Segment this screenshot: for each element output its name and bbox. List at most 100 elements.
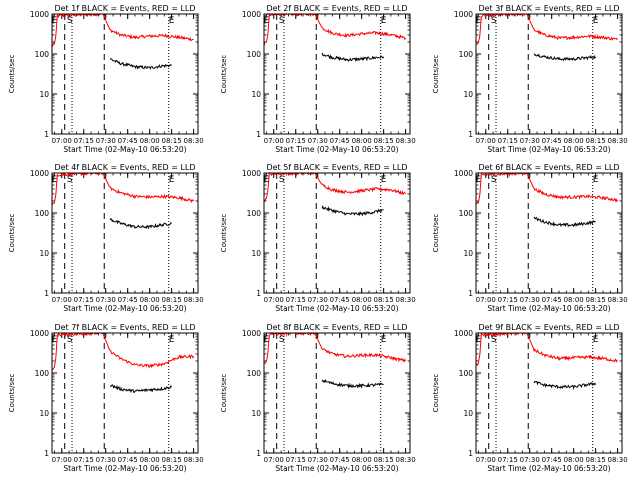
panel-title: Det 7f BLACK = Events, RED = LLD: [54, 323, 195, 332]
x-tick-label: 07:30: [520, 296, 540, 304]
x-tick-label: 08:30: [608, 456, 628, 464]
x-tick-label: 07:30: [308, 137, 328, 145]
x-tick-label: 08:30: [396, 456, 416, 464]
y-tick-label: 1000: [242, 329, 261, 338]
marker-label-e-end: E: [169, 16, 175, 26]
x-tick-label: 07:30: [96, 296, 116, 304]
x-tick-label: 08:30: [396, 137, 416, 145]
series-line-events: [321, 378, 384, 389]
series-line-lld: [264, 14, 407, 47]
x-tick-label: 08:00: [352, 456, 372, 464]
x-tick-label: 08:30: [396, 296, 416, 304]
series-line-events: [321, 52, 385, 62]
series-group: [264, 14, 407, 62]
x-tick-label: 08:30: [184, 296, 204, 304]
x-tick-label: 08:15: [374, 456, 394, 464]
x-tick-label: 07:15: [498, 456, 518, 464]
y-axis-label: Counts/sec: [432, 214, 440, 253]
y-tick-label: 10: [251, 409, 261, 418]
marker-label-e-start: E: [52, 175, 58, 185]
series-line-lld: [264, 333, 407, 367]
x-tick-label: 08:15: [162, 296, 182, 304]
x-axis-label: Start Time (02-May-10 06:53:20): [275, 304, 398, 313]
marker-label-s: S: [491, 16, 497, 26]
x-tick-label: 07:45: [542, 456, 562, 464]
marker-label-e-start: E: [264, 335, 270, 345]
x-tick-label: 08:15: [374, 137, 394, 145]
y-tick-label: 10: [39, 409, 49, 418]
series-group: [264, 333, 407, 389]
marker-label-s: S: [279, 175, 285, 185]
series-line-events: [321, 204, 384, 217]
panel-frame: [51, 172, 199, 294]
series-line-lld: [476, 14, 618, 46]
marker-label-s: S: [491, 175, 497, 185]
panel-title: Det 4f BLACK = Events, RED = LLD: [54, 163, 195, 172]
series-line-events: [109, 58, 172, 70]
panel-frame: [51, 332, 199, 454]
panel-3: Det 3f BLACK = Events, RED = LLD Counts/s…: [432, 4, 628, 154]
x-tick-label: 08:00: [140, 296, 160, 304]
x-tick-label: 07:45: [118, 137, 138, 145]
y-tick-label: 10: [463, 90, 473, 99]
x-tick-label: 07:45: [118, 296, 138, 304]
panel-frame: [263, 13, 411, 135]
x-tick-label: 08:00: [564, 456, 584, 464]
x-tick-label: 08:15: [162, 137, 182, 145]
series-line-lld: [52, 333, 195, 372]
marker-label-e-end: E: [593, 16, 599, 26]
x-tick-label: 07:30: [96, 137, 116, 145]
y-tick-label: 10: [463, 249, 473, 258]
x-tick-label: 08:15: [586, 296, 606, 304]
marker-label-e-end: E: [381, 16, 387, 26]
marker-label-e-end: E: [381, 175, 387, 185]
x-tick-label: 07:00: [52, 456, 72, 464]
x-axis-label: Start Time (02-May-10 06:53:20): [63, 304, 186, 313]
series-line-lld: [52, 173, 195, 206]
x-tick-label: 07:15: [498, 296, 518, 304]
panel-frame: [263, 332, 411, 454]
y-axis-label: Counts/sec: [8, 214, 16, 253]
x-tick-label: 08:30: [184, 137, 204, 145]
y-tick-label: 100: [459, 209, 474, 218]
y-tick-label: 1: [44, 289, 49, 298]
y-tick-label: 10: [39, 90, 49, 99]
marker-label-e-start: E: [52, 16, 58, 26]
y-axis-label: Counts/sec: [432, 55, 440, 94]
x-tick-label: 07:15: [74, 137, 94, 145]
panel-frame: [263, 172, 411, 294]
x-axis-label: Start Time (02-May-10 06:53:20): [275, 145, 398, 154]
x-tick-label: 07:15: [286, 296, 306, 304]
y-tick-label: 100: [247, 369, 262, 378]
panel-9: Det 9f BLACK = Events, RED = LLD Counts/s…: [432, 323, 628, 473]
panel-frame: [51, 13, 199, 135]
y-tick-label: 1000: [454, 329, 473, 338]
marker-label-s: S: [491, 335, 497, 345]
series-group: [476, 333, 618, 390]
marker-label-s: S: [67, 335, 73, 345]
panel-2: Det 2f BLACK = Events, RED = LLD Counts/s…: [220, 4, 416, 154]
series-line-events: [109, 384, 172, 394]
y-axis-label: Counts/sec: [220, 374, 228, 413]
x-tick-label: 07:30: [520, 456, 540, 464]
series-group: [476, 173, 619, 228]
y-tick-label: 1: [256, 449, 261, 458]
y-tick-label: 100: [459, 369, 474, 378]
series-group: [476, 14, 618, 62]
y-tick-label: 100: [247, 50, 262, 59]
series-group: [52, 14, 194, 70]
x-tick-label: 08:00: [140, 456, 160, 464]
x-tick-label: 07:15: [286, 137, 306, 145]
panel-title: Det 1f BLACK = Events, RED = LLD: [54, 4, 195, 13]
panel-title: Det 8f BLACK = Events, RED = LLD: [266, 323, 407, 332]
y-tick-label: 1: [468, 449, 473, 458]
marker-label-e-start: E: [52, 335, 58, 345]
marker-label-s: S: [67, 175, 73, 185]
panel-4: Det 4f BLACK = Events, RED = LLD Counts/s…: [8, 163, 204, 313]
series-line-events: [533, 380, 597, 390]
marker-label-s: S: [279, 335, 285, 345]
panel-title: Det 2f BLACK = Events, RED = LLD: [266, 4, 407, 13]
y-axis-label: Counts/sec: [8, 55, 16, 94]
marker-label-e-end: E: [169, 335, 175, 345]
